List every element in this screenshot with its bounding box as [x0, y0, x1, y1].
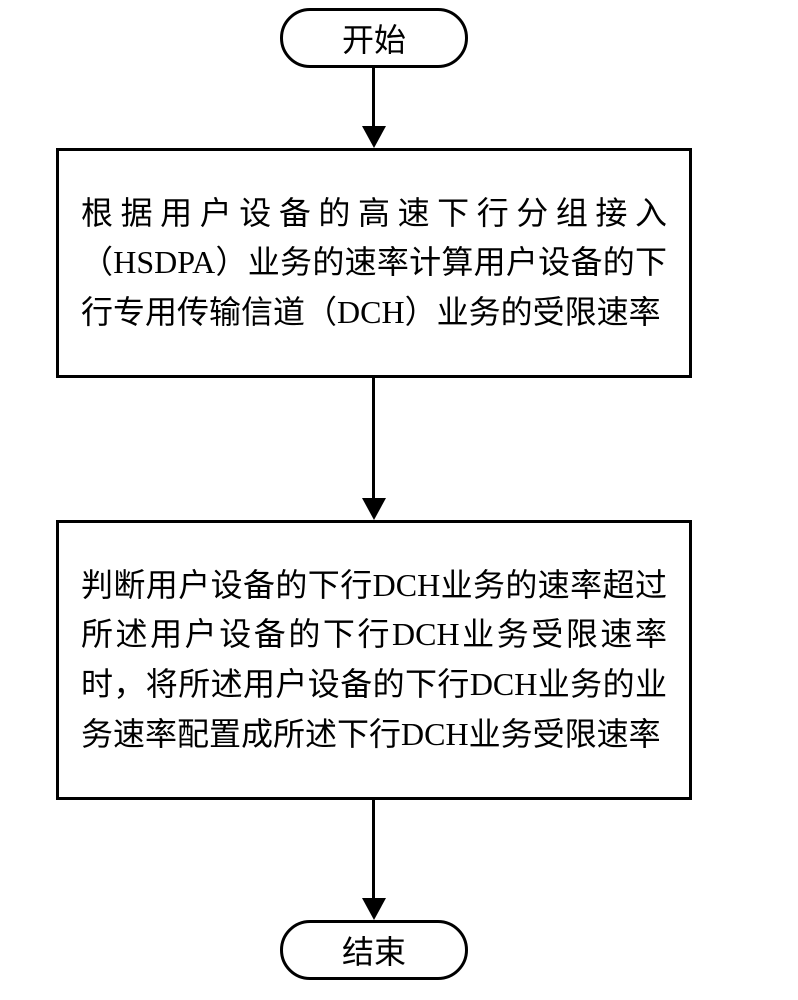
- edge-start-step1-head: [362, 126, 386, 148]
- edge-step1-step2-head: [362, 498, 386, 520]
- flow-start-label: 开始: [342, 15, 406, 61]
- edge-step2-end-head: [362, 898, 386, 920]
- flow-step2: 判断用户设备的下行DCH业务的速率超过所述用户设备的下行DCH业务受限速率时，将…: [56, 520, 692, 800]
- flow-step1: 根据用户设备的高速下行分组接入（HSDPA）业务的速率计算用户设备的下行专用传输…: [56, 148, 692, 378]
- edge-step1-step2: [372, 378, 375, 498]
- flow-step2-label: 判断用户设备的下行DCH业务的速率超过所述用户设备的下行DCH业务受限速率时，将…: [81, 561, 667, 759]
- flow-step1-label: 根据用户设备的高速下行分组接入（HSDPA）业务的速率计算用户设备的下行专用传输…: [81, 189, 667, 338]
- flow-end-label: 结束: [342, 927, 406, 973]
- edge-start-step1: [372, 68, 375, 126]
- flowchart-container: 开始 根据用户设备的高速下行分组接入（HSDPA）业务的速率计算用户设备的下行专…: [0, 0, 798, 1000]
- edge-step2-end: [372, 800, 375, 898]
- flow-end: 结束: [280, 920, 468, 980]
- flow-start: 开始: [280, 8, 468, 68]
